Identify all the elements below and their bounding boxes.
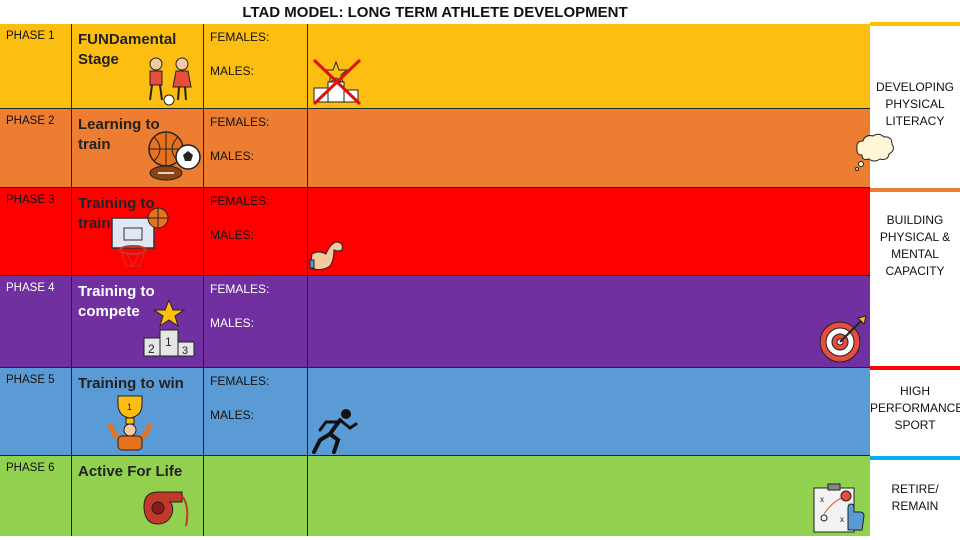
svg-text:3: 3 bbox=[182, 345, 188, 357]
divider-yellow bbox=[870, 22, 960, 26]
label-retire: RETIRE/ REMAIN bbox=[891, 482, 939, 513]
whistle-icon bbox=[143, 491, 189, 527]
females-label: FEMALES: bbox=[210, 374, 270, 388]
phase-row-4: PHASE 4 Training to compete 2 1 3 FEMALE… bbox=[0, 276, 870, 368]
label-developing: DEVELOPING PHYSICAL LITERACY bbox=[875, 80, 955, 128]
phase-row-3: PHASE 3 Training to train FEMALES: MALES… bbox=[0, 188, 870, 276]
target-icon bbox=[819, 315, 867, 363]
ltad-table: PHASE 1 FUNDamental Stage FEMALES: MALES… bbox=[0, 24, 894, 536]
runner-icon bbox=[312, 409, 358, 454]
phase-label: PHASE 2 bbox=[6, 115, 55, 127]
phase-label: PHASE 5 bbox=[6, 374, 55, 386]
phase-row-5: PHASE 5 Training to win 1 FEMALES: MALES… bbox=[0, 368, 870, 456]
females-label: FEMALES: bbox=[210, 115, 270, 129]
stage-label: Active For Life bbox=[78, 463, 183, 480]
stage-label: Training to compete bbox=[78, 283, 155, 320]
svg-text:x: x bbox=[820, 495, 824, 504]
phase-row-1: PHASE 1 FUNDamental Stage FEMALES: MALES… bbox=[0, 24, 870, 109]
stage-label: Learning to train bbox=[78, 116, 160, 153]
podium-star-icon: 2 1 3 bbox=[143, 298, 195, 357]
males-label: MALES: bbox=[210, 64, 255, 78]
phase-row-6: PHASE 6 Active For Life x x bbox=[0, 456, 870, 536]
divider-orange bbox=[870, 188, 960, 192]
males-label: MALES: bbox=[210, 228, 255, 242]
svg-text:2: 2 bbox=[148, 342, 155, 356]
diagram-title: LTAD MODEL: LONG TERM ATHLETE DEVELOPMEN… bbox=[242, 4, 628, 21]
flexed-arm-icon bbox=[309, 241, 343, 271]
stage-label: Training to train bbox=[78, 195, 155, 232]
males-label: MALES: bbox=[210, 316, 255, 330]
stage-label: Training to win bbox=[78, 375, 184, 392]
crossed-podium-icon bbox=[312, 58, 362, 106]
svg-text:x: x bbox=[840, 515, 844, 524]
divider-blue bbox=[870, 456, 960, 460]
kids-playing-icon bbox=[149, 57, 192, 106]
divider-red bbox=[870, 366, 960, 370]
label-high: HIGH PERFORMANCE SPORT bbox=[870, 384, 960, 432]
phase-label: PHASE 6 bbox=[6, 462, 55, 474]
phase-label: PHASE 3 bbox=[6, 194, 55, 206]
males-label: MALES: bbox=[210, 408, 255, 422]
tactics-board-icon: x x bbox=[813, 483, 865, 533]
basketball-hoop-icon bbox=[111, 207, 169, 268]
females-label: FEMALES: bbox=[210, 194, 270, 208]
females-label: FEMALES: bbox=[210, 282, 270, 296]
males-label: MALES: bbox=[210, 149, 255, 163]
stage-label: FUNDamental Stage bbox=[78, 31, 177, 68]
svg-text:1: 1 bbox=[127, 402, 132, 412]
females-label: FEMALES: bbox=[210, 30, 270, 44]
phase-label: PHASE 1 bbox=[6, 30, 55, 42]
svg-text:1: 1 bbox=[165, 335, 172, 349]
sports-balls-icon bbox=[148, 131, 201, 181]
phase-row-2: PHASE 2 Learning to train FEMALES: MALES… bbox=[0, 109, 894, 188]
phase-label: PHASE 4 bbox=[6, 282, 55, 294]
trophy-winner-icon: 1 bbox=[107, 395, 153, 451]
label-building: BUILDING PHYSICAL & MENTAL CAPACITY bbox=[879, 213, 951, 278]
thought-bubble-icon bbox=[855, 133, 894, 171]
